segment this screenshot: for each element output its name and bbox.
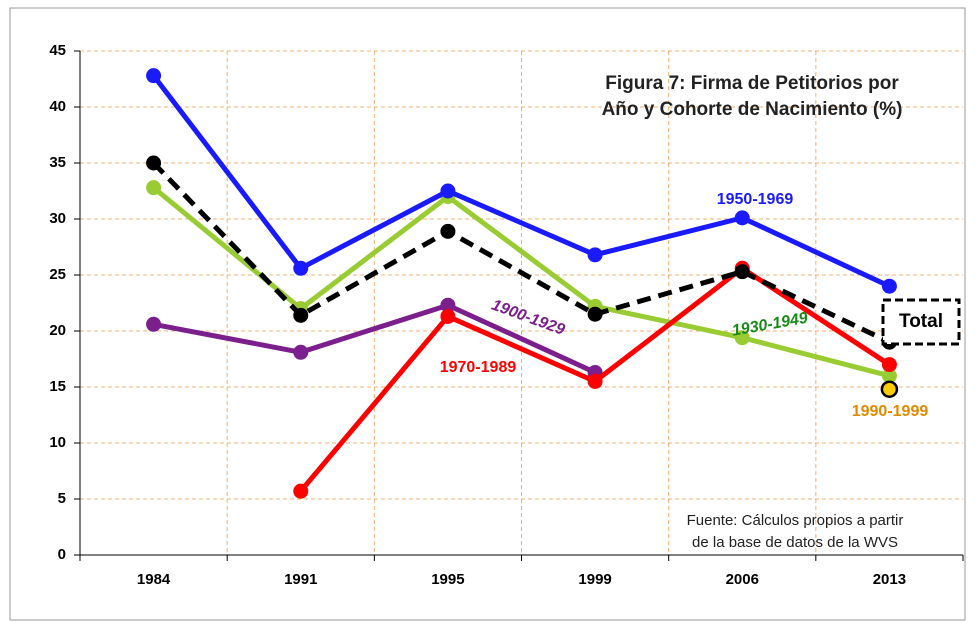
series-marker	[440, 183, 456, 199]
series-marker	[293, 344, 309, 360]
y-tick-label: 0	[58, 546, 66, 563]
series-label: 1990-1999	[852, 403, 929, 420]
series-marker	[734, 330, 750, 346]
series-line	[153, 302, 597, 375]
series-marker	[146, 68, 162, 84]
x-tick-label: 1999	[578, 571, 611, 588]
series-line	[151, 161, 891, 345]
chart-title: Figura 7: Firma de Petitorios por	[605, 73, 899, 94]
series-marker	[146, 316, 162, 332]
x-tick-label: 1984	[137, 571, 171, 588]
series-marker	[587, 247, 603, 263]
series-marker	[146, 180, 162, 196]
series-marker	[734, 264, 750, 280]
y-tick-label: 35	[49, 154, 66, 171]
series-line	[151, 185, 891, 379]
series-marker	[440, 223, 456, 239]
series-marker	[587, 373, 603, 389]
series-marker	[440, 308, 456, 324]
source-note: de la base de datos de la WVS	[692, 534, 898, 551]
label-box	[881, 298, 961, 346]
series-marker	[734, 210, 750, 226]
series-marker	[587, 306, 603, 322]
source-note: Fuente: Cálculos propios a partir	[687, 512, 904, 529]
y-tick-label: 30	[49, 210, 66, 227]
y-tick-label: 40	[49, 98, 66, 115]
frame	[9, 7, 966, 621]
series-marker	[146, 155, 162, 171]
y-tick-label: 15	[49, 378, 66, 395]
series-label: Total	[899, 311, 943, 332]
series-label: 1950-1969	[717, 191, 794, 208]
series-marker	[293, 483, 309, 499]
x-tick-label: 2013	[873, 571, 906, 588]
series-marker	[881, 278, 897, 294]
series-marker	[881, 357, 897, 373]
y-tick-label: 10	[49, 434, 66, 451]
y-tick-label: 25	[49, 266, 66, 283]
series-marker	[440, 297, 456, 313]
series-label: 1970-1989	[440, 359, 517, 376]
series-layer	[146, 68, 961, 499]
y-tick-label: 5	[58, 490, 66, 507]
x-tick-label: 1991	[284, 571, 317, 588]
series-marker	[293, 260, 309, 276]
y-tick-label: 45	[49, 42, 66, 59]
chart-title: Año y Cohorte de Nacimiento (%)	[602, 99, 903, 120]
x-tick-label: 2006	[726, 571, 759, 588]
series-marker	[881, 368, 897, 384]
x-tick-label: 1995	[431, 571, 464, 588]
series-marker	[880, 380, 899, 398]
series-line	[151, 74, 891, 289]
series-marker	[293, 307, 309, 323]
y-tick-label: 20	[49, 322, 66, 339]
